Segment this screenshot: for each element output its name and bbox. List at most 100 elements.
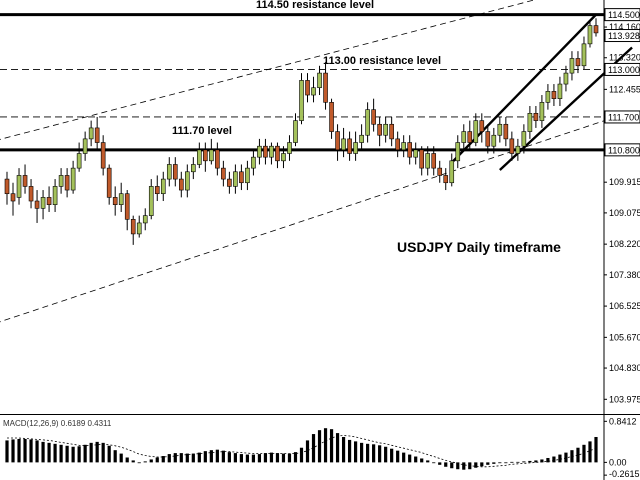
- macd-bar: [420, 458, 424, 463]
- bearish-candle: [215, 149, 220, 169]
- bearish-candle: [239, 171, 244, 184]
- bearish-candle: [335, 131, 340, 151]
- bearish-candle: [124, 193, 130, 220]
- price-tick-label: 113.320: [609, 53, 640, 63]
- macd-bar: [227, 452, 231, 463]
- bullish-candle: [461, 131, 467, 143]
- bearish-candle: [46, 197, 52, 205]
- bullish-candle: [185, 171, 190, 191]
- bearish-candle: [347, 138, 352, 154]
- bullish-candle: [413, 149, 418, 158]
- bearish-candle: [221, 167, 226, 180]
- bullish-candle: [160, 178, 166, 195]
- price-tag-box: [604, 29, 640, 43]
- price-tag-label: 113.000: [608, 65, 640, 75]
- price-tag-box: [604, 143, 640, 157]
- bearish-candle: [203, 149, 208, 162]
- bullish-candle: [76, 153, 82, 169]
- macd-tick-label: 0.8412: [609, 416, 637, 426]
- bearish-candle: [485, 131, 491, 147]
- bullish-candle: [191, 164, 196, 173]
- macd-bar: [438, 462, 442, 465]
- macd-bar: [299, 447, 304, 463]
- bearish-candle: [533, 113, 539, 121]
- macd-bar: [492, 462, 496, 464]
- macd-bar: [552, 456, 556, 463]
- macd-bar: [29, 439, 33, 463]
- macd-bar: [197, 452, 201, 463]
- bullish-candle: [58, 175, 64, 187]
- macd-bar: [396, 450, 400, 463]
- macd-bar: [167, 454, 171, 463]
- macd-bar: [287, 453, 292, 463]
- bearish-candle: [100, 142, 106, 169]
- bearish-candle: [106, 167, 112, 198]
- bullish-candle: [383, 123, 388, 136]
- macd-bar: [59, 444, 63, 463]
- macd-bar: [131, 460, 135, 463]
- macd-bar: [576, 447, 580, 463]
- price-tick-label: 112.455: [609, 84, 640, 94]
- bearish-candle: [503, 123, 509, 140]
- macd-bar: [522, 461, 526, 463]
- bullish-candle: [118, 193, 124, 205]
- level-annotation: 113.00 resistance level: [323, 55, 441, 67]
- price-tag-label: 111.700: [608, 112, 639, 122]
- bullish-candle: [401, 142, 406, 151]
- bearish-candle: [437, 167, 443, 176]
- macd-bar: [41, 441, 45, 463]
- price-tick-label: 106.525: [609, 301, 640, 311]
- bullish-candle: [245, 167, 250, 184]
- macd-bar: [486, 462, 490, 465]
- macd-bar: [594, 436, 598, 463]
- macd-bar: [546, 457, 550, 463]
- price-tag-label: 113.928: [608, 31, 640, 41]
- bullish-candle: [515, 145, 521, 154]
- bullish-candle: [521, 131, 527, 147]
- price-tick-label: 109.075: [609, 208, 640, 218]
- macd-bar: [335, 433, 340, 463]
- macd-bar: [275, 453, 280, 463]
- macd-bar: [203, 451, 207, 463]
- macd-bar: [281, 453, 286, 463]
- macd-bar: [83, 444, 87, 463]
- macd-bar: [588, 441, 592, 463]
- macd-bar: [143, 461, 147, 463]
- macd-bar: [161, 456, 165, 463]
- bullish-candle: [545, 91, 551, 103]
- bearish-candle: [509, 138, 515, 154]
- macd-tick-label: -0.2615: [609, 469, 640, 479]
- bearish-candle: [443, 175, 449, 184]
- macd-bar: [540, 459, 544, 463]
- price-tag-box: [604, 110, 640, 124]
- macd-bar: [65, 445, 69, 463]
- macd-bar: [366, 443, 370, 463]
- macd-tick-label: 0.00: [609, 457, 627, 467]
- bullish-candle: [269, 145, 274, 158]
- macd-bar: [35, 440, 39, 463]
- macd-bar: [113, 450, 117, 463]
- macd-bar: [510, 461, 514, 463]
- macd-bar: [426, 460, 430, 463]
- bearish-candle: [112, 197, 118, 205]
- bearish-candle: [593, 25, 599, 34]
- macd-bar: [462, 462, 466, 470]
- macd-bar: [582, 444, 586, 463]
- price-tick-label: 114.160: [609, 22, 640, 32]
- macd-bar: [378, 445, 382, 463]
- bullish-candle: [209, 149, 214, 162]
- bullish-candle: [82, 138, 88, 154]
- bullish-candle: [353, 142, 358, 154]
- macd-bar: [311, 434, 316, 463]
- macd-bar: [149, 459, 153, 463]
- level-annotation: 111.70 level: [172, 125, 232, 137]
- price-tick-label: 104.830: [609, 363, 640, 373]
- macd-bar: [17, 438, 21, 463]
- bearish-candle: [154, 186, 160, 195]
- bearish-candle: [389, 123, 394, 140]
- price-tick-label: 109.915: [609, 177, 640, 187]
- bullish-candle: [557, 83, 563, 99]
- price-tag-box: [604, 62, 640, 76]
